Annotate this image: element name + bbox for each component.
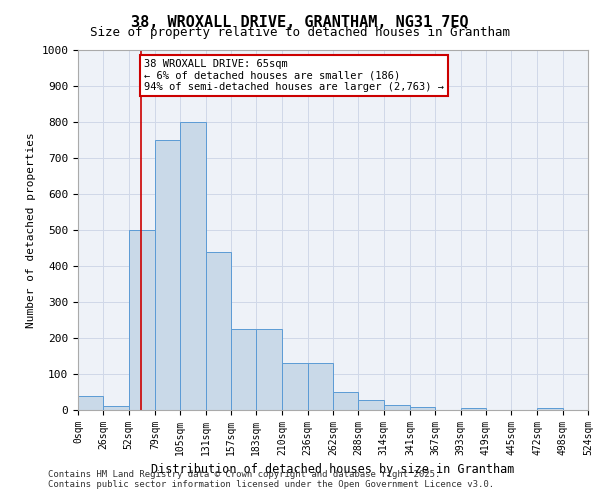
Bar — [308, 363, 333, 410]
Bar — [358, 400, 383, 410]
Bar — [128, 230, 155, 410]
Text: 38, WROXALL DRIVE, GRANTHAM, NG31 7EQ: 38, WROXALL DRIVE, GRANTHAM, NG31 7EQ — [131, 15, 469, 30]
Text: Size of property relative to detached houses in Grantham: Size of property relative to detached ho… — [90, 26, 510, 39]
Text: Contains HM Land Registry data © Crown copyright and database right 2025.
Contai: Contains HM Land Registry data © Crown c… — [48, 470, 494, 489]
Bar — [461, 408, 486, 410]
Bar — [333, 392, 358, 410]
Bar — [410, 407, 435, 410]
Bar — [205, 252, 231, 410]
Bar — [180, 122, 206, 410]
Bar — [538, 408, 563, 410]
Bar — [103, 406, 128, 410]
Bar — [283, 363, 308, 410]
X-axis label: Distribution of detached houses by size in Grantham: Distribution of detached houses by size … — [151, 464, 515, 476]
Bar — [231, 329, 256, 410]
Bar — [78, 396, 103, 410]
Y-axis label: Number of detached properties: Number of detached properties — [26, 132, 36, 328]
Bar — [256, 329, 283, 410]
Text: 38 WROXALL DRIVE: 65sqm
← 6% of detached houses are smaller (186)
94% of semi-de: 38 WROXALL DRIVE: 65sqm ← 6% of detached… — [144, 59, 444, 92]
Bar — [155, 140, 180, 410]
Bar — [383, 404, 410, 410]
